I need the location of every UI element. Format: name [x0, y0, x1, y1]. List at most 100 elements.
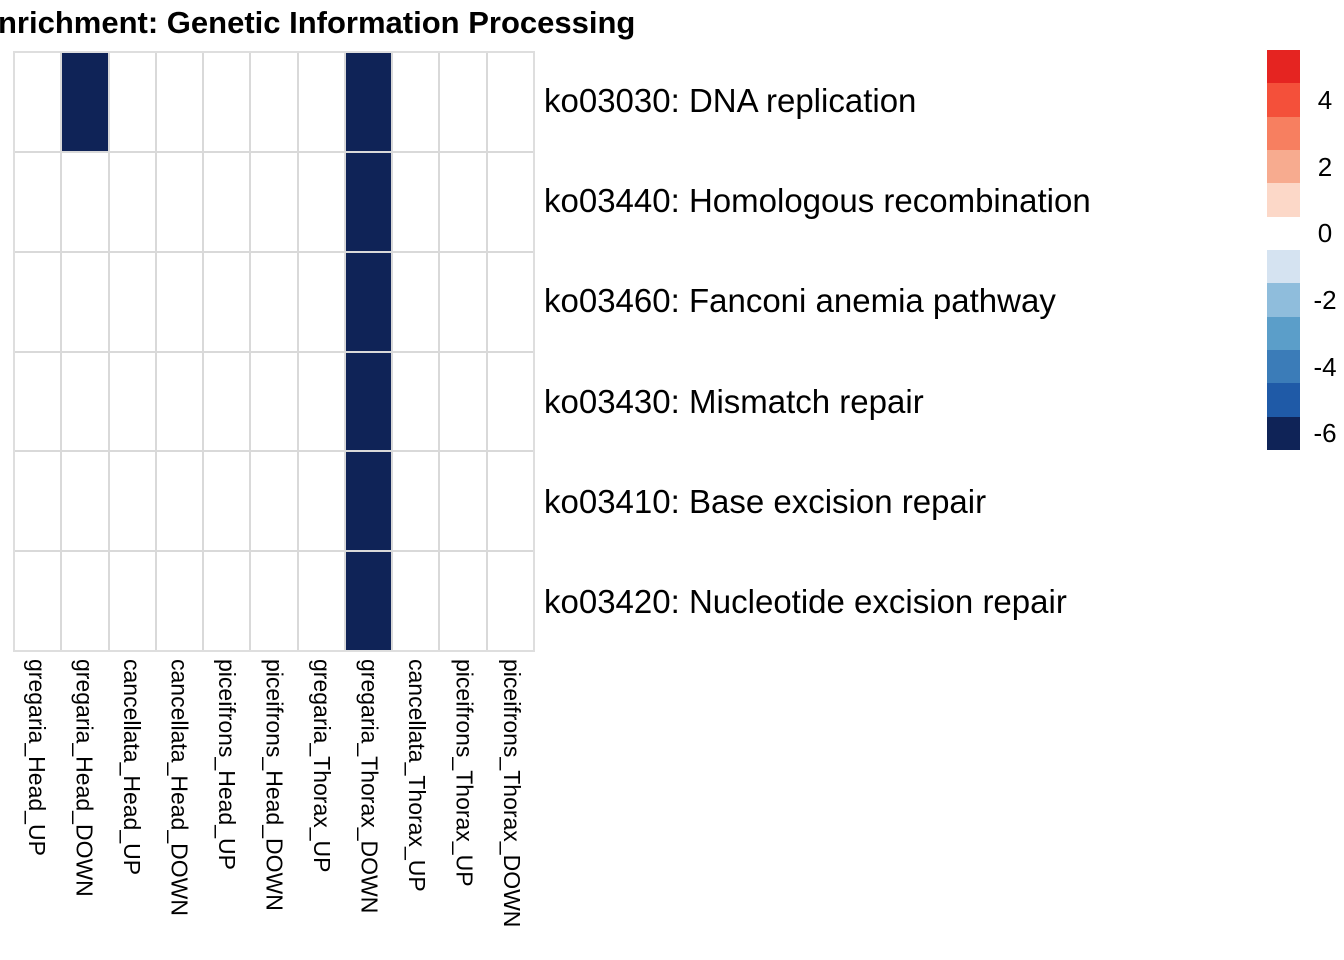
heatmap-cell: [109, 252, 155, 351]
column-label: cancellata_Head_UP: [108, 659, 155, 954]
column-label: gregaria_Head_UP: [13, 659, 60, 954]
heatmap-cell: [393, 252, 439, 351]
heatmap-cell: [298, 452, 344, 551]
row-label: ko03410: Base excision repair: [544, 482, 987, 520]
heatmap-cell: [156, 352, 203, 451]
heatmap-cell: [345, 352, 392, 451]
column-label: gregaria_Thorax_UP: [298, 659, 345, 954]
legend-color-block: [1267, 316, 1300, 350]
legend-tick-label: 2: [1317, 151, 1333, 182]
heatmap-cell: [156, 152, 203, 251]
heatmap-cell: [62, 452, 108, 551]
heatmap-cell: [204, 552, 250, 650]
heatmap-cell: [298, 352, 344, 451]
heatmap-cell: [298, 252, 344, 351]
legend-tick-label: -4: [1313, 351, 1337, 382]
heatmap-cell: [204, 452, 250, 551]
column-label-text: piceifrons_Head_UP: [214, 659, 241, 870]
legend-color-block: [1267, 416, 1300, 450]
heatmap-cell: [62, 152, 108, 251]
legend-tick-label: 4: [1317, 85, 1333, 115]
column-label-text: gregaria_Thorax_UP: [308, 659, 335, 873]
legend-tick-label: -2: [1313, 285, 1337, 315]
column-label: piceifrons_Head_UP: [203, 659, 250, 954]
legend-color-block: [1267, 283, 1300, 317]
heatmap-cell: [487, 352, 533, 451]
legend-color-block: [1267, 50, 1300, 84]
heatmap-cell: [109, 53, 155, 151]
heatmap-cell: [440, 352, 486, 451]
heatmap-cell: [298, 152, 344, 251]
heatmap-grid: [13, 51, 535, 652]
heatmap-cell: [345, 252, 392, 351]
legend-color-block: [1267, 349, 1300, 384]
heatmap-cell: [15, 552, 61, 650]
heatmap-cell: [62, 352, 108, 451]
legend-color-block: [1267, 116, 1300, 150]
heatmap-cell: [156, 53, 203, 151]
heatmap-cell: [393, 152, 439, 251]
heatmap-cell: [251, 252, 297, 351]
heatmap-cell: [487, 152, 533, 251]
heatmap-cell: [440, 53, 486, 151]
heatmap-cell: [345, 53, 392, 151]
heatmap-cell: [393, 452, 439, 551]
legend-color-block: [1267, 83, 1300, 117]
column-labels: gregaria_Head_UP gregaria_Head_DOWN cancel…: [13, 659, 535, 954]
column-label-text: piceifrons_Thorax_UP: [451, 659, 478, 887]
heatmap-cell: [156, 552, 203, 650]
column-label-text: cancellata_Head_DOWN: [166, 659, 193, 916]
heatmap-cell: [251, 552, 297, 650]
column-label: cancellata_Thorax_UP: [393, 659, 440, 954]
heatmap-cell: [109, 152, 155, 251]
column-label-text: piceifrons_Head_DOWN: [261, 659, 288, 911]
heatmap-cell: [345, 552, 392, 650]
heatmap-cell: [298, 53, 344, 151]
heatmap-cell: [251, 452, 297, 551]
heatmap-cell: [15, 53, 61, 151]
heatmap-cell: [345, 452, 392, 551]
heatmap-cell: [487, 53, 533, 151]
heatmap-cell: [109, 352, 155, 451]
heatmap-cell: [156, 452, 203, 551]
heatmap-cell: [440, 252, 486, 351]
column-label-text: piceifrons_Thorax_DOWN: [498, 659, 525, 928]
heatmap-cell: [298, 552, 344, 650]
heatmap-cell: [487, 552, 533, 650]
heatmap-cell: [109, 552, 155, 650]
column-label-text: cancellata_Head_UP: [119, 659, 146, 876]
heatmap-cell: [204, 252, 250, 351]
column-label-text: cancellata_Thorax_UP: [403, 659, 430, 892]
column-label-text: gregaria_Head_DOWN: [71, 659, 98, 897]
legend-tick-label: -6: [1313, 418, 1337, 449]
row-label: ko03420: Nucleotide excision repair: [544, 582, 1067, 620]
column-label-text: gregaria_Thorax_DOWN: [356, 659, 383, 914]
heatmap-cell: [15, 452, 61, 551]
heatmap-cell: [251, 53, 297, 151]
heatmap-cell: [15, 152, 61, 251]
heatmap-cell: [440, 552, 486, 650]
heatmap-cell: [62, 552, 108, 650]
heatmap-cell: [62, 53, 108, 151]
heatmap-cell: [204, 352, 250, 451]
heatmap-cell: [393, 552, 439, 650]
legend-color-block: [1267, 149, 1300, 184]
heatmap-cell: [393, 53, 439, 151]
column-label: gregaria_Thorax_DOWN: [345, 659, 392, 954]
column-label: gregaria_Head_DOWN: [60, 659, 107, 954]
row-label: ko03030: DNA replication: [544, 82, 917, 120]
column-label-text: gregaria_Head_UP: [24, 659, 51, 856]
column-label: piceifrons_Thorax_UP: [440, 659, 487, 954]
row-label: ko03440: Homologous recombination: [544, 182, 1091, 220]
row-label: ko03460: Fanconi anemia pathway: [544, 282, 1056, 320]
heatmap-cell: [487, 252, 533, 351]
heatmap-cell: [15, 252, 61, 351]
legend-color-block: [1267, 383, 1300, 417]
legend-tick-label: 0: [1317, 218, 1333, 249]
heatmap-cell: [487, 452, 533, 551]
column-label: piceifrons_Thorax_DOWN: [488, 659, 535, 954]
heatmap-cell: [251, 352, 297, 451]
row-labels: ko03030: DNA replication ko03440: Homolog…: [544, 51, 1091, 652]
heatmap-cell: [15, 352, 61, 451]
